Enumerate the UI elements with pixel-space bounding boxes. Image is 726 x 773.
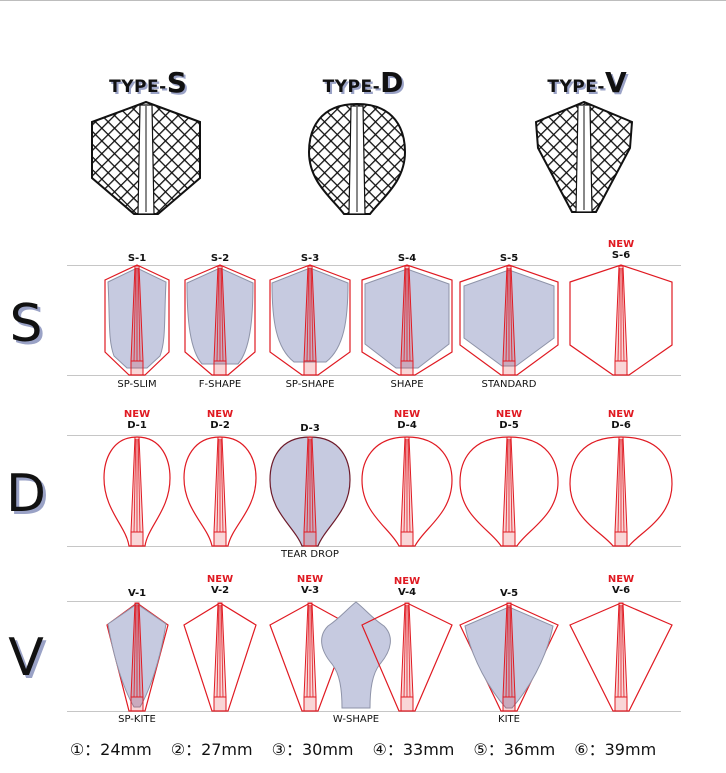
shaft-length-legend: ①：24mm ②：27mm ③：30mm ④：33mm ⑤：36mm ⑥：39m… <box>0 736 726 760</box>
label-s1: S-1 <box>127 253 147 264</box>
legend-item-3: ③：30mm <box>271 740 354 759</box>
type-d-heading: TYPE-D <box>322 66 404 99</box>
legend-item-6: ⑥：39mm <box>574 740 657 759</box>
shaft-d6 <box>614 436 628 547</box>
shaft-v3 <box>303 602 317 712</box>
shaft-v2 <box>213 602 227 712</box>
type-v-flight-icon <box>534 100 634 213</box>
shaft-s4 <box>400 265 414 376</box>
shaft-s6 <box>614 265 628 376</box>
type-s-heading: TYPE-S <box>109 66 187 99</box>
shaft-s5 <box>502 265 516 376</box>
shaft-s2 <box>213 265 227 376</box>
name-standard: STANDARD <box>481 379 537 390</box>
label-v3: NEW V-3 <box>296 574 324 596</box>
label-d1: NEW D-1 <box>123 409 151 431</box>
shaft-d2 <box>213 436 227 547</box>
shaft-d5 <box>502 436 516 547</box>
name-tear-drop: TEAR DROP <box>281 549 339 560</box>
shaft-s3 <box>303 265 317 376</box>
name-sp-slim: SP-SLIM <box>117 379 157 390</box>
name-w-shape: W-SHAPE <box>332 714 380 725</box>
shaft-v5 <box>502 602 516 712</box>
row-letter-v: V <box>8 628 44 688</box>
label-d5: NEW D-5 <box>495 409 523 431</box>
label-s3: S-3 <box>300 253 320 264</box>
top-divider <box>0 0 726 1</box>
shaft-v4 <box>400 602 414 712</box>
d-row-bottom-line <box>67 546 681 547</box>
legend-item-5: ⑤：36mm <box>473 740 556 759</box>
shaft-d4 <box>400 436 414 547</box>
shaft-s1 <box>130 265 144 376</box>
label-d2: NEW D-2 <box>206 409 234 431</box>
legend-item-2: ②：27mm <box>170 740 253 759</box>
d-row-top-line <box>67 435 681 436</box>
v-row-bottom-line <box>67 711 681 712</box>
flight-v4 <box>361 602 453 712</box>
row-letter-s: S <box>9 294 43 354</box>
name-kite: KITE <box>498 714 520 725</box>
shaft-d1 <box>130 436 144 547</box>
label-s6: NEW S-6 <box>607 239 635 261</box>
label-v6: NEW V-6 <box>607 574 635 596</box>
label-d6: NEW D-6 <box>607 409 635 431</box>
label-v5: V-5 <box>499 588 519 599</box>
name-sp-kite: SP-KITE <box>118 714 156 725</box>
s-row-bottom-line <box>67 375 681 376</box>
shafts <box>130 265 628 712</box>
name-sp-shape: SP-SHAPE <box>285 379 335 390</box>
label-v4: NEW V-4 <box>393 576 421 598</box>
type-d-flight-icon <box>307 102 407 215</box>
shaft-v6 <box>614 602 628 712</box>
shaft-v1 <box>130 602 144 712</box>
label-s4: S-4 <box>397 253 417 264</box>
flight-w-shape <box>321 601 391 709</box>
label-s2: S-2 <box>210 253 230 264</box>
label-d4: NEW D-4 <box>393 409 421 431</box>
name-shape: SHAPE <box>390 379 424 390</box>
name-f-shape: F-SHAPE <box>198 379 242 390</box>
flight-v3 <box>269 602 351 712</box>
label-v2: NEW V-2 <box>206 574 234 596</box>
row-letter-d: D <box>6 464 47 524</box>
flight-s6 <box>569 264 673 376</box>
shaft-d3 <box>303 436 317 547</box>
label-d3: D-3 <box>300 423 320 434</box>
legend-item-4: ④：33mm <box>372 740 455 759</box>
type-s-flight-icon <box>91 100 201 215</box>
s-row-top-line <box>67 265 681 266</box>
v-row-top-line <box>67 601 681 602</box>
flight-v6 <box>569 602 673 712</box>
legend-item-1: ①：24mm <box>69 740 152 759</box>
flight-v2 <box>183 602 257 712</box>
label-v1: V-1 <box>127 588 147 599</box>
type-v-heading: TYPE-V <box>547 66 627 99</box>
label-s5: S-5 <box>499 253 519 264</box>
